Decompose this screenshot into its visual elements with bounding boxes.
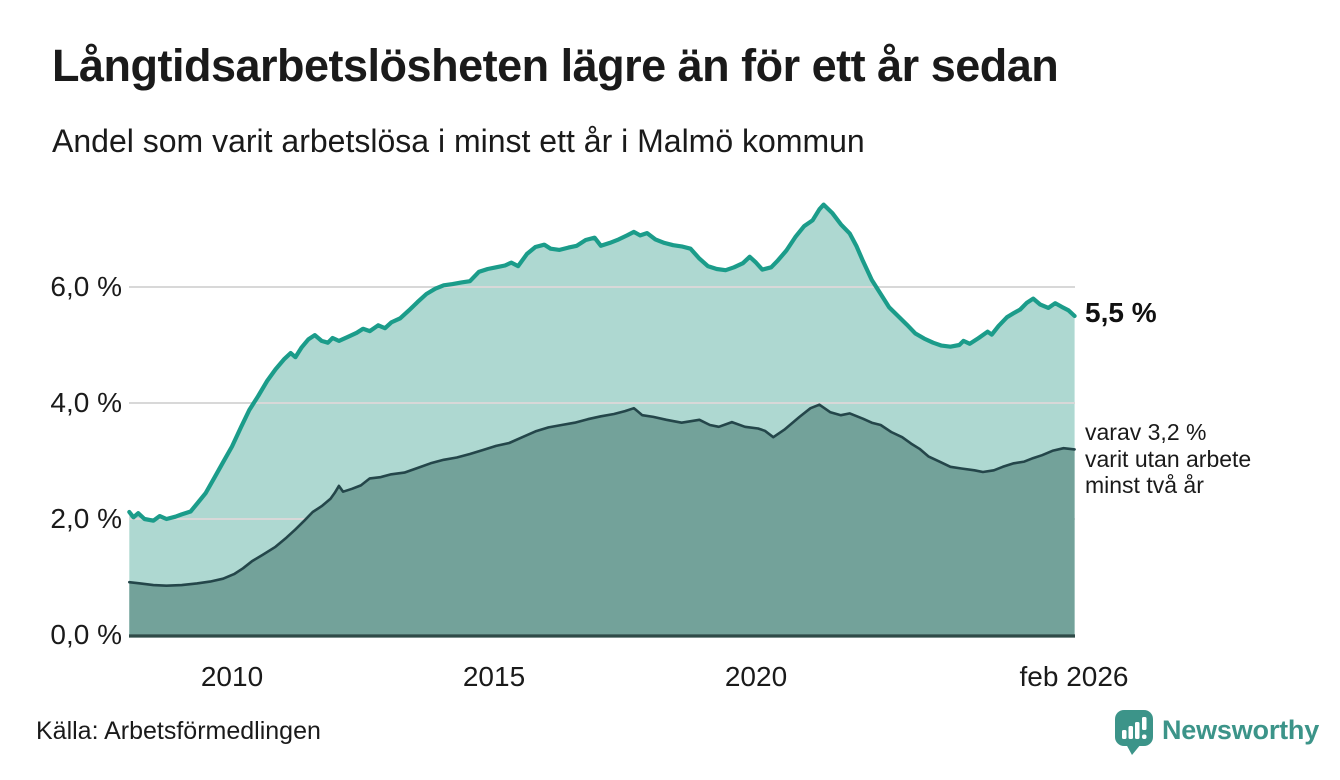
latest-total-value-label: 5,5 % [1085,297,1157,328]
source-credit: Källa: Arbetsförmedlingen [36,717,321,745]
y-axis-tick-label: 6,0 % [50,271,122,302]
breakdown-annotation-line2: varit utan arbete [1085,445,1252,472]
x-axis-tick-label: feb 2026 [1019,661,1129,692]
breakdown-annotation-line3: minst två år [1085,472,1204,498]
y-axis-tick-label: 0,0 % [50,619,122,650]
page-subtitle: Andel som varit arbetslösa i minst ett å… [52,123,865,159]
y-axis-tick-label: 4,0 % [50,387,122,418]
newsworthy-brand-name: Newsworthy [1162,715,1320,745]
page-title: Långtidsarbetslösheten lägre än för ett … [52,40,1059,91]
x-axis-tick-label: 2015 [462,661,526,692]
breakdown-annotation: varav 3,2 % varit utan arbete minst två … [1085,419,1251,499]
newsworthy-logo-icon [1114,709,1154,761]
breakdown-annotation-line1: varav 3,2 % [1085,419,1207,445]
x-axis-tick-label: 2020 [724,661,788,692]
line-total [127,202,1077,523]
area-two-years [129,404,1075,635]
x-axis-tick-label: 2010 [200,661,264,692]
line-two-years [128,403,1076,587]
newsworthy-brand-lockup[interactable]: Newsworthy [1114,709,1319,757]
y-axis-tick-label: 2,0 % [50,503,122,534]
